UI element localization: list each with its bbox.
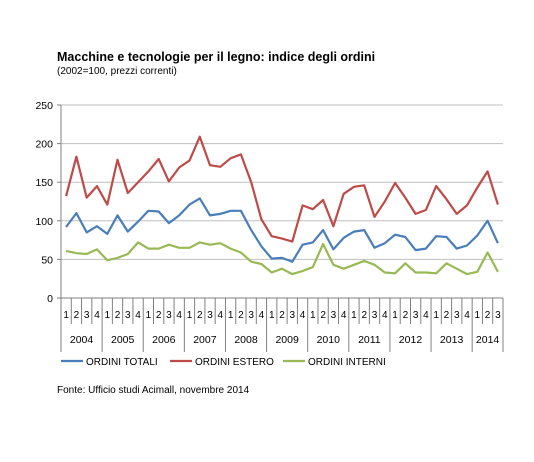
- y-tick-label: 50: [41, 254, 53, 266]
- y-tick-label: 0: [47, 293, 53, 305]
- quarter-label: 1: [392, 310, 398, 321]
- quarter-label: 4: [300, 310, 306, 321]
- year-label: 2012: [399, 334, 423, 346]
- quarter-label: 1: [351, 310, 357, 321]
- y-tick-label: 250: [35, 100, 53, 112]
- quarter-label: 4: [94, 310, 100, 321]
- year-label: 2011: [358, 334, 381, 346]
- quarter-label: 1: [146, 310, 152, 321]
- quarter-label: 1: [63, 310, 69, 321]
- quarter-label: 3: [495, 310, 501, 321]
- quarter-label: 2: [444, 310, 450, 321]
- quarter-label: 2: [320, 310, 326, 321]
- quarter-label: 1: [104, 310, 110, 321]
- year-label: 2006: [152, 334, 176, 346]
- year-label: 2005: [111, 334, 135, 346]
- quarter-label: 3: [454, 310, 460, 321]
- year-label: 2004: [70, 334, 94, 346]
- quarter-label: 1: [187, 310, 193, 321]
- quarter-label: 1: [475, 310, 481, 321]
- series-line: [65, 135, 499, 243]
- quarter-label: 2: [279, 310, 285, 321]
- quarter-label: 3: [331, 310, 337, 321]
- year-label: 2010: [317, 334, 341, 346]
- quarter-label: 1: [433, 310, 439, 321]
- quarter-label: 3: [125, 310, 131, 321]
- axes: [60, 105, 503, 299]
- grid: [61, 104, 503, 260]
- quarter-label: 1: [269, 310, 275, 321]
- quarter-label: 2: [238, 310, 244, 321]
- quarter-label: 1: [228, 310, 234, 321]
- quarter-label: 3: [413, 310, 419, 321]
- quarter-label: 3: [289, 310, 295, 321]
- quarter-label: 2: [197, 310, 203, 321]
- quarter-label: 3: [166, 310, 172, 321]
- quarter-label: 4: [423, 310, 429, 321]
- y-tick-label: 200: [35, 139, 53, 151]
- quarter-label: 3: [207, 310, 213, 321]
- y-tick-label: 150: [35, 177, 53, 189]
- chart-title: Macchine e tecnologie per il legno: indi…: [57, 50, 376, 64]
- quarter-label: 4: [382, 310, 388, 321]
- year-label: 2008: [234, 334, 258, 346]
- quarter-label: 2: [156, 310, 162, 321]
- year-label: 2009: [275, 334, 299, 346]
- quarter-label: 4: [218, 310, 224, 321]
- legend: ORDINI TOTALI ORDINI ESTERO ORDINI INTERNI: [61, 357, 386, 368]
- quarter-label: 1: [310, 310, 316, 321]
- quarter-label: 4: [176, 310, 182, 321]
- quarter-label: 4: [341, 310, 347, 321]
- quarter-label: 2: [115, 310, 121, 321]
- year-label: 2013: [440, 334, 464, 346]
- legend-label: ORDINI ESTERO: [195, 357, 274, 368]
- quarter-label: 2: [74, 310, 80, 321]
- year-label: 2007: [193, 334, 217, 346]
- legend-label: ORDINI INTERNI: [308, 357, 386, 368]
- quarter-label: 2: [485, 310, 491, 321]
- year-label: 2014: [476, 334, 500, 346]
- quarter-label: 4: [259, 310, 265, 321]
- series-line: [65, 241, 499, 276]
- chart-subtitle: (2002=100, prezzi correnti): [57, 66, 177, 77]
- quarter-label: 2: [403, 310, 409, 321]
- quarter-label: 3: [372, 310, 378, 321]
- legend-label: ORDINI TOTALI: [86, 357, 158, 368]
- chart-source: Fonte: Ufficio studi Acimall, novembre 2…: [57, 385, 250, 396]
- quarter-label: 3: [84, 310, 90, 321]
- series-line: [65, 197, 499, 263]
- quarter-label: 4: [464, 310, 470, 321]
- y-tick-label: 100: [35, 216, 53, 228]
- quarter-label: 3: [248, 310, 254, 321]
- y-axis-ticks: 0 50 100 150 200 250: [35, 100, 61, 305]
- quarter-label: 4: [135, 310, 141, 321]
- series-lines: [65, 135, 499, 276]
- quarter-label: 2: [361, 310, 367, 321]
